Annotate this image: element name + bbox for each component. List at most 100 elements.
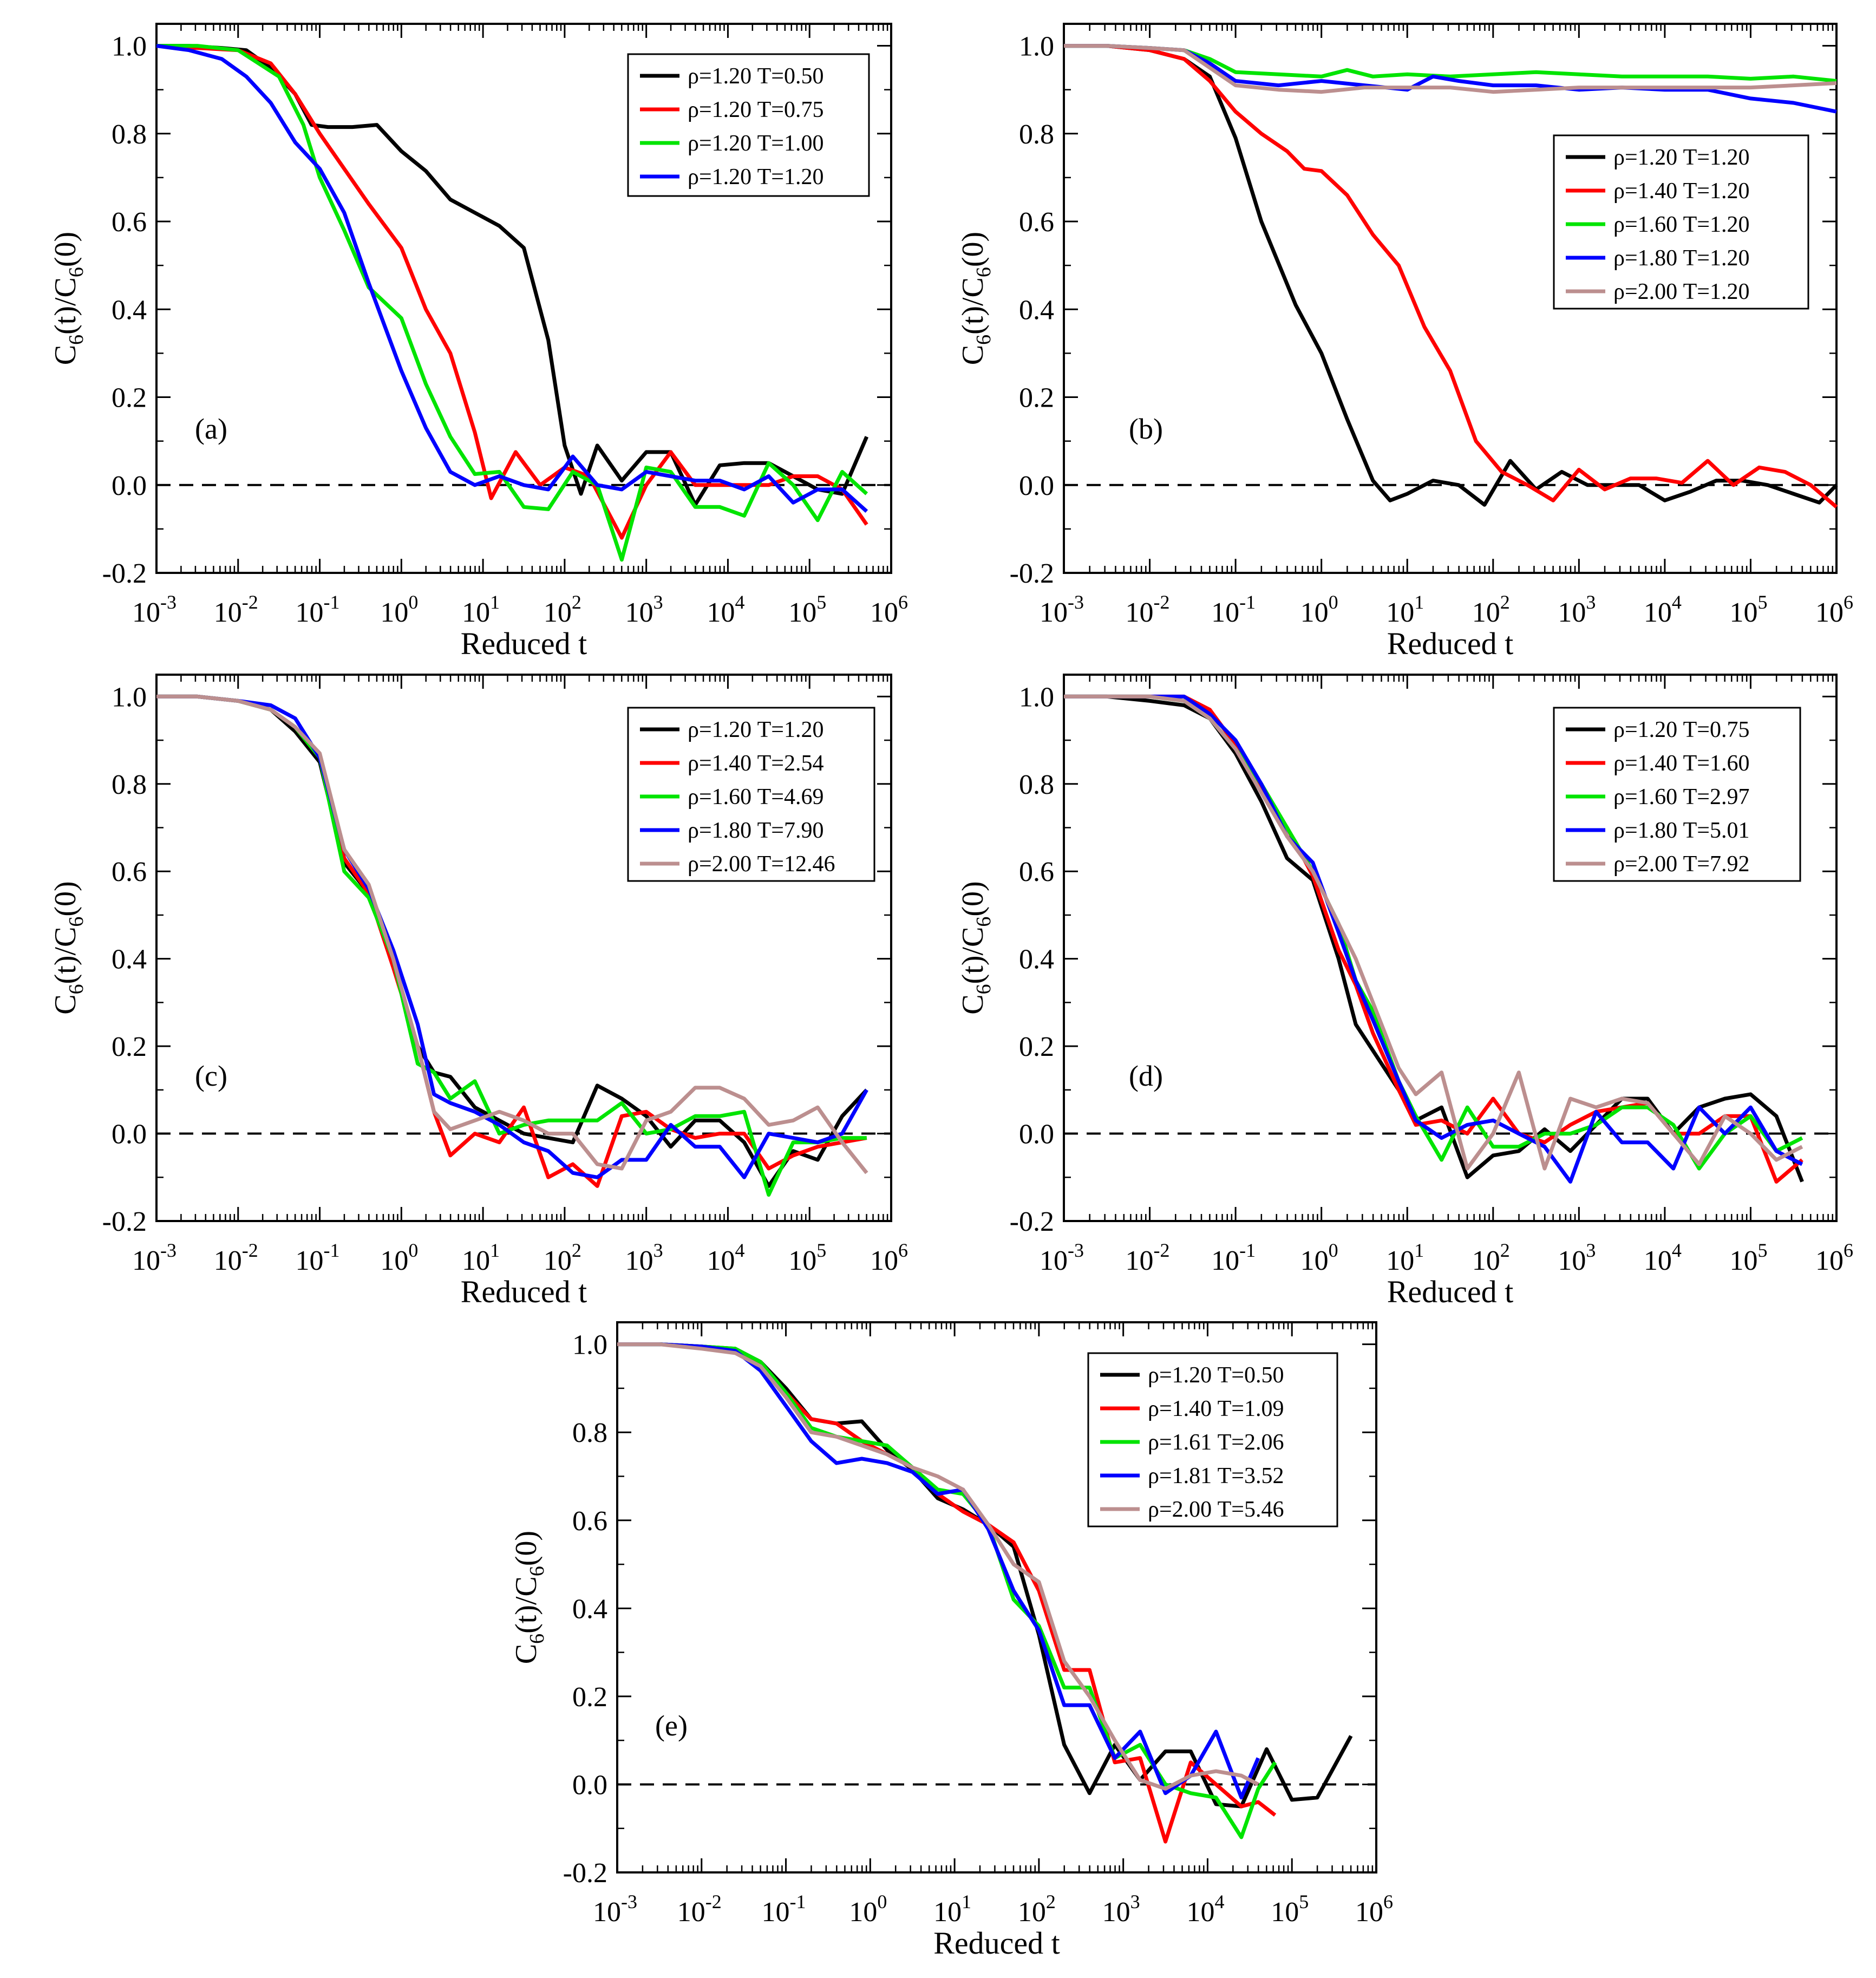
x-tick-label: 10-2 xyxy=(1126,1239,1170,1276)
series-line-1 xyxy=(1064,44,1838,507)
plot-frame xyxy=(616,1321,1377,1873)
legend: ρ=1.20 T=1.20 ρ=1.40 T=1.20 ρ=1.60 T=1.20 ρ… xyxy=(1553,134,1809,310)
y-tick-label: 0.0 xyxy=(112,1119,147,1150)
legend-entry-label: ρ=1.20 T=1.20 xyxy=(688,717,824,742)
y-tick-label: 0.2 xyxy=(1019,383,1054,414)
series-line-5 xyxy=(1064,44,1837,94)
x-tick-label: 10-3 xyxy=(132,591,177,628)
x-tick-label: 102 xyxy=(1472,1239,1510,1276)
x-tick-label: 10-3 xyxy=(1040,591,1084,628)
legend-box xyxy=(627,707,875,882)
x-tick-label: 102 xyxy=(544,1239,581,1276)
x-tick-label: 10-1 xyxy=(1211,591,1256,628)
legend-entry-label: ρ=1.40 T=1.09 xyxy=(1148,1396,1284,1421)
legend-entry-label: ρ=1.20 T=0.50 xyxy=(688,64,824,89)
legend-entry-label: ρ=1.20 T=1.20 xyxy=(1613,145,1750,170)
x-tick-label: 10-2 xyxy=(214,591,258,628)
x-tick-label: 104 xyxy=(1644,1239,1682,1276)
y-tick-label: 1.0 xyxy=(112,682,147,713)
y-tick-label: 0.0 xyxy=(572,1770,607,1800)
legend: ρ=1.20 T=0.50 ρ=1.40 T=1.09 ρ=1.61 T=2.06 ρ… xyxy=(1087,1352,1338,1527)
x-tick-label: 10-3 xyxy=(1040,1239,1084,1276)
x-tick-label: 101 xyxy=(462,1239,500,1276)
y-tick-label: 0.4 xyxy=(112,944,147,975)
x-tick-label: 106 xyxy=(1355,1891,1393,1928)
legend-entry-label: ρ=1.40 T=1.60 xyxy=(1613,751,1750,776)
legend-entry-label: ρ=1.80 T=5.01 xyxy=(1613,818,1750,843)
x-tick-label: 105 xyxy=(1729,1239,1767,1276)
legend-box xyxy=(627,53,870,197)
series-line-5 xyxy=(617,1342,1259,1791)
x-tick-label: 10-2 xyxy=(1126,591,1170,628)
panel-label: (c) xyxy=(195,1060,227,1092)
legend-entry-label: ρ=2.00 T=7.92 xyxy=(1613,852,1750,877)
legend-entry-label: ρ=2.00 T=12.46 xyxy=(688,852,835,877)
x-tick-label: 103 xyxy=(625,591,663,628)
legend-box xyxy=(1553,134,1809,310)
legend-entry-label: ρ=2.00 T=1.20 xyxy=(1613,279,1750,304)
y-axis-label: C6(t)/C6(0) xyxy=(509,1531,548,1664)
legend-entry-label: ρ=1.80 T=1.20 xyxy=(1613,246,1750,271)
legend-box xyxy=(1087,1352,1338,1527)
x-tick-label: 10-1 xyxy=(762,1891,806,1928)
chart-panel-c: 10-3 10-2 10-1 100 101 102 103 104 105 106 -0.2 0.0… xyxy=(49,674,908,1309)
legend-entry-label: ρ=1.60 T=4.69 xyxy=(688,785,824,810)
y-tick-label: 0.2 xyxy=(572,1682,607,1713)
series-line-3 xyxy=(156,44,868,562)
x-tick-label: 101 xyxy=(933,1891,971,1928)
y-tick-label: 0.0 xyxy=(1019,471,1054,501)
y-tick-label: -0.2 xyxy=(102,558,147,589)
x-tick-label: 10-2 xyxy=(214,1239,258,1276)
y-tick-label: 0.8 xyxy=(1019,119,1054,150)
legend-entry-label: ρ=1.61 T=2.06 xyxy=(1148,1430,1284,1455)
legend-entry-label: ρ=1.60 T=1.20 xyxy=(1613,212,1750,237)
x-axis-label: Reduced t xyxy=(1387,626,1514,661)
x-tick-label: 105 xyxy=(1729,591,1767,628)
y-axis-label: C6(t)/C6(0) xyxy=(956,881,995,1014)
x-tick-label: 100 xyxy=(380,591,418,628)
series-line-4 xyxy=(156,44,868,513)
y-tick-label: -0.2 xyxy=(1010,1206,1054,1237)
x-tick-label: 106 xyxy=(1815,1239,1853,1276)
y-tick-label: 0.6 xyxy=(572,1506,607,1537)
y-tick-label: 0.4 xyxy=(1019,295,1054,325)
series-line-5 xyxy=(156,694,868,1174)
legend-entry-label: ρ=1.20 T=0.50 xyxy=(1148,1363,1284,1388)
legend-entry-label: ρ=1.80 T=7.90 xyxy=(688,818,824,843)
y-tick-label: 0.6 xyxy=(1019,857,1054,887)
x-tick-label: 103 xyxy=(625,1239,663,1276)
y-axis-label: C6(t)/C6(0) xyxy=(956,232,995,365)
plot-frame xyxy=(155,674,892,1222)
x-tick-label: 106 xyxy=(1815,591,1853,628)
x-tick-label: 100 xyxy=(849,1891,887,1928)
y-tick-label: 1.0 xyxy=(112,31,147,62)
y-tick-label: -0.2 xyxy=(563,1858,607,1889)
x-tick-label: 102 xyxy=(1472,591,1510,628)
y-tick-label: 0.4 xyxy=(572,1594,607,1624)
y-tick-label: 0.0 xyxy=(112,471,147,501)
y-tick-label: 0.4 xyxy=(112,295,147,325)
y-tick-label: 0.6 xyxy=(112,207,147,238)
y-tick-label: -0.2 xyxy=(1010,558,1054,589)
legend-entry-label: ρ=1.40 T=2.54 xyxy=(688,751,824,776)
x-tick-label: 105 xyxy=(1271,1891,1309,1928)
y-tick-label: -0.2 xyxy=(102,1206,147,1237)
plot-frame xyxy=(155,23,892,574)
x-axis-label: Reduced t xyxy=(461,626,587,661)
x-tick-label: 105 xyxy=(788,1239,826,1276)
y-tick-label: 0.2 xyxy=(112,383,147,414)
x-tick-label: 101 xyxy=(462,591,500,628)
chart-panel-d: 10-3 10-2 10-1 100 101 102 103 104 105 106 -0.2 0.0… xyxy=(956,674,1853,1309)
x-tick-label: 10-2 xyxy=(677,1891,722,1928)
y-tick-label: 0.6 xyxy=(112,857,147,887)
legend-entry-label: ρ=1.20 T=0.75 xyxy=(688,97,824,122)
x-tick-label: 10-1 xyxy=(1211,1239,1256,1276)
x-tick-label: 102 xyxy=(544,591,581,628)
legend: ρ=1.20 T=1.20 ρ=1.40 T=2.54 ρ=1.60 T=4.69 ρ… xyxy=(627,707,875,882)
y-tick-label: 1.0 xyxy=(572,1330,607,1361)
x-tick-label: 103 xyxy=(1558,1239,1596,1276)
x-tick-label: 10-1 xyxy=(296,1239,340,1276)
x-tick-label: 104 xyxy=(1644,591,1682,628)
y-tick-label: 0.0 xyxy=(1019,1119,1054,1150)
